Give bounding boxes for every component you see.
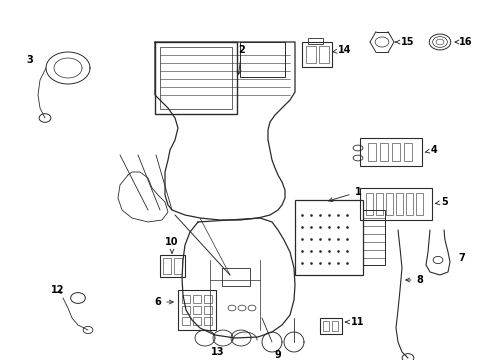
Text: 3: 3 (26, 55, 33, 65)
Bar (362, 210, 384, 265)
Bar (331, 321, 337, 331)
Text: 1: 1 (328, 187, 361, 202)
Bar (365, 193, 372, 215)
Text: 6: 6 (154, 297, 173, 307)
Bar (375, 193, 382, 215)
Text: 2: 2 (237, 45, 245, 74)
Text: 5: 5 (435, 197, 447, 207)
Bar (203, 306, 212, 314)
Text: 11: 11 (345, 317, 364, 327)
Bar (294, 200, 362, 275)
Bar (182, 317, 190, 325)
Bar (359, 188, 431, 220)
Bar (379, 143, 387, 161)
Text: 9: 9 (274, 350, 281, 360)
Bar (318, 46, 328, 63)
Bar (182, 295, 190, 303)
Bar (405, 193, 412, 215)
Bar (359, 138, 421, 166)
Text: 16: 16 (454, 37, 472, 47)
Bar (160, 255, 184, 277)
Bar (203, 295, 212, 303)
Text: 13: 13 (211, 347, 224, 357)
Text: 10: 10 (165, 237, 179, 253)
Bar (415, 193, 422, 215)
Bar (367, 143, 375, 161)
Text: 8: 8 (405, 275, 423, 285)
Bar (395, 193, 402, 215)
Bar (240, 42, 285, 77)
Bar (319, 318, 341, 334)
Bar (385, 193, 392, 215)
Text: 7: 7 (458, 253, 465, 263)
Bar (203, 317, 212, 325)
Bar (302, 42, 331, 67)
Bar (193, 306, 201, 314)
Bar (182, 306, 190, 314)
Bar (155, 42, 237, 114)
Bar (193, 317, 201, 325)
Text: 15: 15 (395, 37, 414, 47)
Bar (163, 258, 171, 274)
Bar (391, 143, 399, 161)
Bar (193, 295, 201, 303)
Bar (160, 47, 231, 109)
Bar (403, 143, 411, 161)
Bar (178, 290, 216, 330)
Text: 4: 4 (424, 145, 436, 155)
Bar (222, 268, 249, 286)
Text: 14: 14 (332, 45, 351, 55)
Bar (307, 38, 323, 44)
Text: 12: 12 (51, 285, 64, 295)
Bar (174, 258, 182, 274)
Bar (323, 321, 328, 331)
Bar (305, 46, 315, 63)
